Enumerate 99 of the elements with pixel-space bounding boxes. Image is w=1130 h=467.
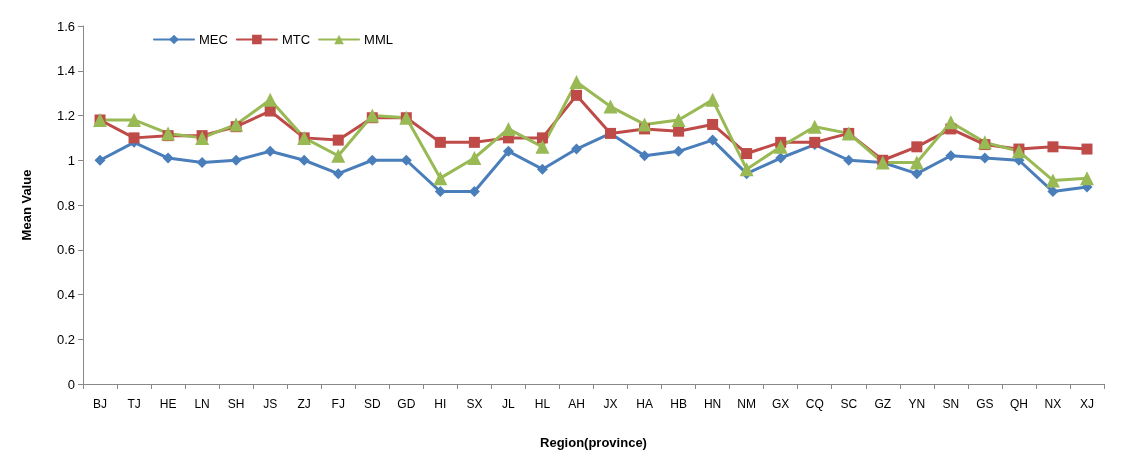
point <box>943 115 958 130</box>
point <box>127 112 142 127</box>
point <box>433 171 448 186</box>
y-tick-label: 0 <box>67 376 75 392</box>
point <box>775 152 787 164</box>
x-tick-label: GX <box>772 397 790 411</box>
point <box>365 108 380 123</box>
y-tick-label: 0.2 <box>56 331 75 347</box>
point <box>94 154 106 166</box>
x-tick-label: SX <box>466 397 483 411</box>
y-tick-label: 1.4 <box>56 63 75 79</box>
point <box>502 145 514 157</box>
x-tick-label: HB <box>670 397 687 411</box>
point <box>434 186 446 198</box>
point <box>807 119 822 134</box>
x-tick-label: FJ <box>331 397 345 411</box>
point <box>705 92 720 107</box>
y-tick-label: 0.6 <box>56 242 75 258</box>
point <box>1079 171 1094 186</box>
point <box>945 150 957 162</box>
y-tick-label: 1.2 <box>56 108 75 123</box>
x-tick-label: AH <box>568 397 585 411</box>
point <box>264 145 276 157</box>
x-tick-label: HN <box>703 397 722 411</box>
x-tick-label: QH <box>1009 397 1028 411</box>
x-tick-label: GS <box>976 397 994 411</box>
x-tick-label: SH <box>227 397 245 411</box>
x-tick-label: JX <box>603 397 618 411</box>
point <box>128 132 140 144</box>
point <box>569 74 584 89</box>
point <box>911 168 923 180</box>
point <box>707 118 719 130</box>
point <box>536 163 548 175</box>
x-tick-label: YN <box>908 397 926 411</box>
point <box>1047 186 1059 198</box>
y-tick-label: 0.8 <box>56 197 75 213</box>
x-tick-label: NM <box>737 397 756 411</box>
point <box>1081 143 1093 155</box>
point <box>673 145 685 157</box>
x-tick-label: NX <box>1044 397 1062 411</box>
y-axis-title: Mean Value <box>19 169 34 241</box>
point <box>977 135 992 150</box>
point <box>639 150 651 162</box>
x-tick-label: BJ <box>93 397 108 411</box>
point <box>331 148 346 163</box>
point <box>1047 141 1059 153</box>
point <box>298 154 310 166</box>
point <box>332 134 344 146</box>
point <box>570 143 582 155</box>
point <box>263 92 278 107</box>
point <box>1011 144 1026 159</box>
point <box>535 139 550 154</box>
point <box>739 162 754 177</box>
point <box>741 148 753 160</box>
x-tick-label: CQ <box>805 397 824 411</box>
x-tick-label: SC <box>840 397 858 411</box>
y-tick-label: 0.4 <box>56 287 75 302</box>
legend-label: MEC <box>199 32 228 47</box>
point <box>671 112 686 127</box>
point <box>264 105 276 117</box>
point <box>434 136 446 148</box>
x-tick-label: JS <box>263 397 278 411</box>
point <box>468 136 480 148</box>
x-tick-label: LN <box>194 397 210 411</box>
legend-label: MTC <box>281 32 311 47</box>
legend-label: MML <box>364 32 393 47</box>
point <box>536 132 548 144</box>
point <box>773 139 788 154</box>
x-tick-label: XJ <box>1079 397 1094 411</box>
point <box>162 152 174 164</box>
x-tick-label: HA <box>636 397 653 411</box>
point <box>1045 173 1060 188</box>
point <box>332 168 344 180</box>
point <box>911 141 923 153</box>
point <box>467 151 482 166</box>
x-tick-label: GD <box>397 397 416 411</box>
x-tick-label: GZ <box>874 397 892 411</box>
point <box>501 121 516 136</box>
x-tick-label: TJ <box>127 397 141 411</box>
point <box>570 89 582 101</box>
x-tick-label: HI <box>434 397 447 411</box>
point <box>909 155 924 170</box>
point <box>229 117 244 132</box>
point <box>366 154 378 166</box>
x-axis-title: Region(province) <box>540 435 647 450</box>
x-tick-label: ZJ <box>297 397 311 411</box>
x-tick-label: JL <box>502 397 516 411</box>
x-tick-label: SD <box>363 397 381 411</box>
y-tick-label: 1 <box>67 152 75 168</box>
point <box>196 156 208 168</box>
x-tick-label: HL <box>534 397 551 411</box>
point <box>637 117 652 132</box>
point <box>979 152 991 164</box>
y-tick-label: 1.6 <box>56 18 75 34</box>
point <box>603 99 618 114</box>
point <box>161 126 176 141</box>
point <box>707 134 719 146</box>
x-tick-label: HE <box>159 397 177 411</box>
x-tick-label: SN <box>942 397 960 411</box>
